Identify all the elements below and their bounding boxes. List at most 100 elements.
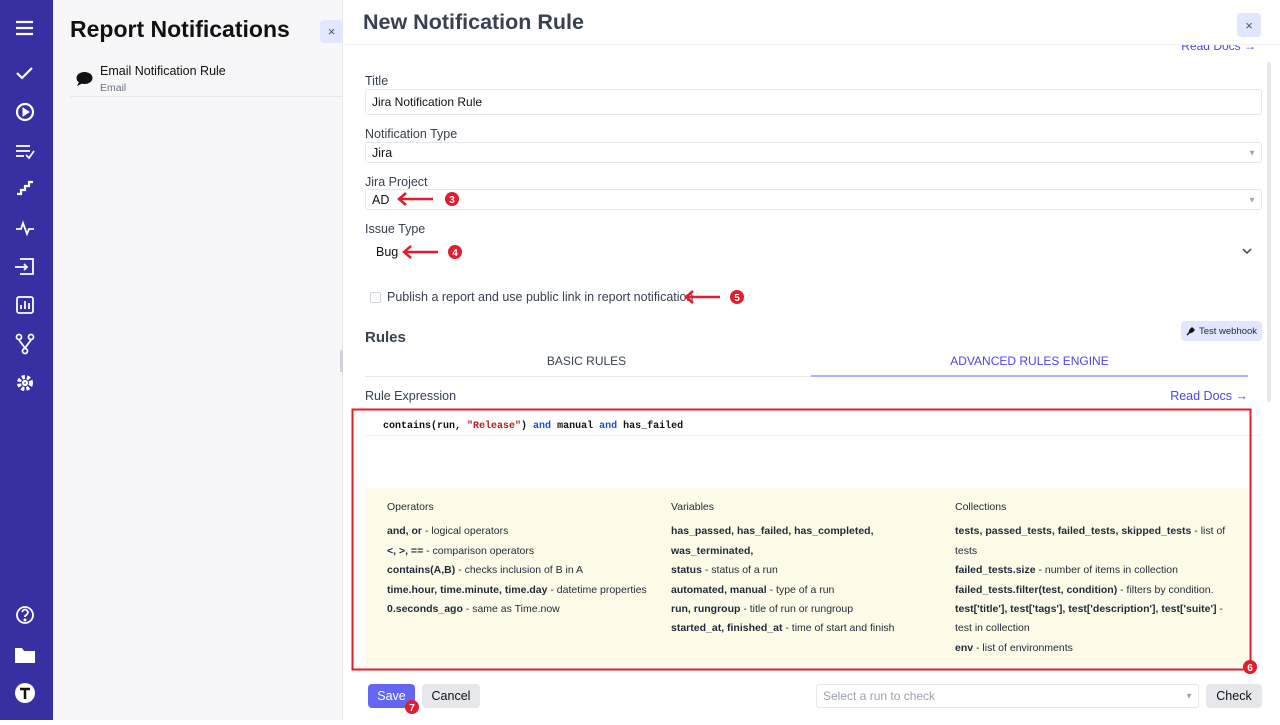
help-term: tests, passed_tests, failed_tests, skipp…: [955, 525, 1192, 538]
help-item: and, or - logical operators: [387, 522, 667, 541]
nav-bar: [0, 0, 53, 720]
form-header: New Notification Rule ×: [345, 0, 1280, 45]
help-term: time.hour, time.minute, time.day: [387, 583, 548, 596]
read-docs-link[interactable]: Read Docs →: [1181, 45, 1256, 53]
cancel-button[interactable]: Cancel: [422, 684, 480, 708]
checkbox[interactable]: [370, 292, 381, 303]
panel-close[interactable]: ×: [320, 20, 343, 43]
help-desc: - same as Time.now: [465, 603, 560, 616]
help-desc: - filters by condition.: [1120, 583, 1214, 596]
help-term: <, >, ==: [387, 544, 424, 557]
help-item: has_passed, has_failed, has_completed, w…: [671, 522, 951, 561]
expression-label: Rule Expression: [365, 389, 457, 403]
scrollbar[interactable]: [1267, 62, 1271, 402]
help-icon[interactable]: [16, 606, 34, 624]
help-desc: - checks inclusion of B in A: [458, 564, 584, 577]
field-value: Jira Notification Rule: [372, 95, 483, 109]
runs-icon[interactable]: [15, 102, 35, 122]
test-webhook-button[interactable]: Test webhook: [1181, 321, 1262, 341]
tab[interactable]: BASIC RULES: [546, 354, 627, 368]
help-item: time.hour, time.minute, time.day - datet…: [387, 581, 667, 600]
select-placeholder: Select a run to check: [823, 689, 936, 703]
select-caret: ▼: [1248, 195, 1256, 204]
help-column: Collections tests, passed_tests, failed_t…: [955, 498, 1230, 658]
form-close[interactable]: ×: [1237, 13, 1261, 37]
notification-item[interactable]: Email Notification Rule Email: [70, 62, 342, 97]
plans-icon[interactable]: [16, 145, 35, 160]
projects-icon[interactable]: [15, 648, 35, 663]
help-box: Operators and, or - logical operators <, >…: [365, 488, 1248, 665]
help-item: failed_tests.size - number of items in c…: [955, 561, 1230, 580]
help-desc: - logical operators: [424, 525, 509, 538]
code-keyword: and: [599, 421, 618, 432]
field-label: Notification Type: [365, 127, 458, 141]
help-column: Variables has_passed, has_failed, has_com…: [671, 498, 951, 639]
logo[interactable]: [15, 683, 35, 703]
item-type: Email: [100, 82, 127, 94]
run-select[interactable]: Select a run to check ▼: [816, 684, 1199, 708]
code-token: manual: [551, 421, 600, 432]
editor-line: [365, 435, 1262, 436]
nav-icons: [15, 20, 35, 703]
select-chevron: [1242, 248, 1252, 255]
resize-handle[interactable]: [340, 350, 343, 372]
field-label: Title: [365, 74, 389, 88]
help-term: failed_tests.size: [955, 564, 1036, 577]
help-heading: Collections: [955, 501, 1007, 513]
help-term: and, or: [387, 525, 423, 538]
tests-icon[interactable]: [16, 67, 33, 80]
button-label: Test webhook: [1198, 325, 1258, 337]
help-desc: - type of a run: [769, 583, 835, 596]
help-item: env - list of environments: [955, 639, 1230, 658]
save-button[interactable]: Save: [368, 684, 415, 708]
help-item: contains(A,B) - checks inclusion of B in…: [387, 561, 667, 580]
help-desc: - time of start and finish: [785, 622, 895, 635]
code-editor-line[interactable]: contains(run, "Release") and manual and …: [383, 421, 683, 432]
import-icon[interactable]: [15, 258, 34, 275]
help-term: 0.seconds_ago: [387, 603, 463, 616]
help-item: automated, manual - type of a run: [671, 581, 951, 600]
check-button[interactable]: Check: [1206, 684, 1262, 708]
help-term: failed_tests.filter(test, condition): [955, 583, 1118, 596]
menu-icon[interactable]: [16, 20, 33, 36]
title-input[interactable]: Jira Notification Rule: [365, 89, 1262, 115]
plug-icon: [1186, 326, 1195, 336]
field-value: Jira: [372, 145, 393, 160]
help-term: automated, manual: [671, 583, 767, 596]
notifications-panel: Report Notifications × Email Notificatio…: [53, 0, 343, 720]
help-term: status: [671, 564, 702, 577]
rule-form: Read Docs → New Notification Rule × Titl…: [345, 0, 1280, 720]
help-desc: - datetime properties: [550, 583, 647, 596]
issue-select[interactable]: Bug: [365, 237, 1262, 266]
pulse-icon[interactable]: [16, 220, 34, 237]
read-docs-link[interactable]: Read Docs →: [1170, 389, 1248, 403]
help-term: env: [955, 641, 974, 654]
chat-icon: [76, 72, 93, 86]
help-term: test['title'], test['tags'], test['descr…: [955, 603, 1217, 616]
analytics-icon[interactable]: [17, 180, 33, 196]
type-select[interactable]: Jira ▼: [365, 142, 1262, 163]
help-item: test['title'], test['tags'], test['descr…: [955, 600, 1230, 639]
help-item: status - status of a run: [671, 561, 951, 580]
item-name: Email Notification Rule: [100, 64, 226, 78]
settings-icon[interactable]: [17, 375, 33, 391]
help-term: has_passed, has_failed, has_completed, w…: [671, 525, 874, 557]
help-term: run, rungroup: [671, 603, 741, 616]
code-token: has_failed: [617, 421, 684, 432]
top-clip: Read Docs →: [345, 45, 1280, 65]
branches-icon[interactable]: [15, 333, 35, 355]
reports-icon[interactable]: [16, 296, 34, 314]
checkbox-label: Publish a report and use public link in …: [387, 290, 694, 304]
help-desc: - number of items in collection: [1038, 564, 1178, 577]
help-column: Operators and, or - logical operators <, >…: [387, 498, 667, 619]
field-label: Issue Type: [365, 222, 426, 236]
code-token: contains(run,: [383, 421, 468, 432]
tab-active[interactable]: ADVANCED RULES ENGINE: [950, 354, 1109, 368]
field-label: Jira Project: [365, 175, 428, 189]
project-select[interactable]: AD ▼: [365, 189, 1262, 210]
field-value: Bug: [376, 244, 399, 259]
tab-divider: [365, 376, 1248, 377]
tab-indicator: [811, 375, 1248, 377]
